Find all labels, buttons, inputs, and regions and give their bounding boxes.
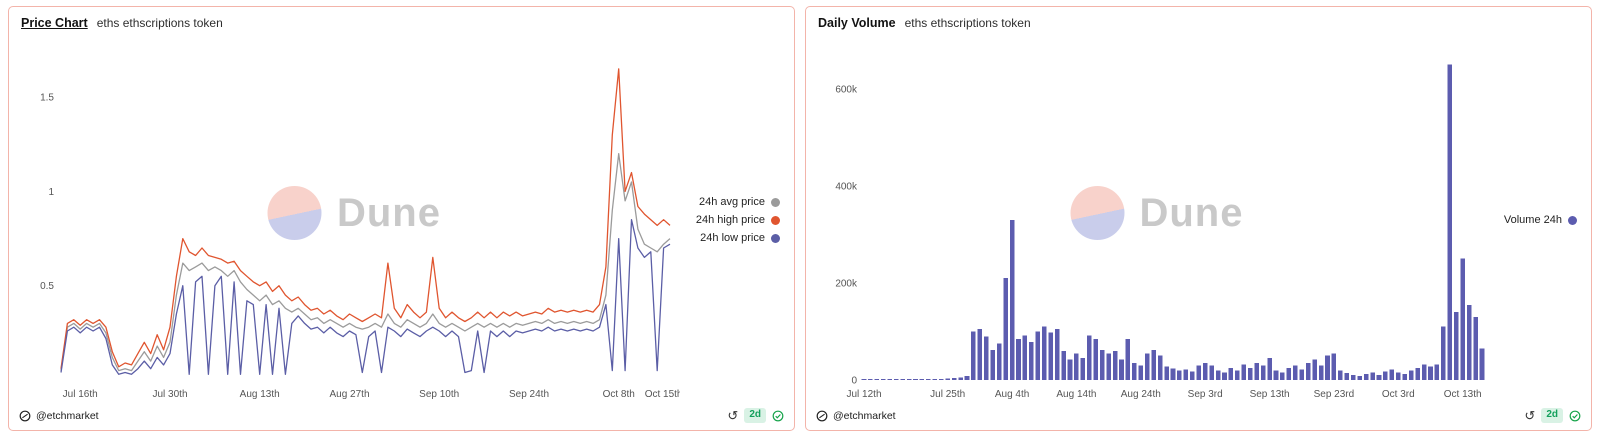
author-handle: @etchmarket bbox=[36, 409, 99, 422]
svg-text:600k: 600k bbox=[835, 84, 858, 95]
price-panel-footer: @etchmarket ↺ 2d bbox=[9, 404, 794, 430]
svg-text:Sep 23rd: Sep 23rd bbox=[1314, 389, 1355, 400]
check-circle-icon bbox=[772, 410, 784, 421]
svg-text:Sep 24th: Sep 24th bbox=[509, 389, 549, 400]
svg-text:Aug 4th: Aug 4th bbox=[995, 389, 1029, 400]
volume-chart-subtitle: eths ethscriptions token bbox=[904, 16, 1031, 30]
svg-text:1.5: 1.5 bbox=[40, 93, 54, 104]
volume-plot-wrap: Dune 0 200k 400k 600k Jul 12th Jul 25th Aug 4t… bbox=[812, 36, 1502, 404]
freshness-badge: 2d bbox=[1541, 408, 1563, 423]
svg-text:Oct 15th: Oct 15th bbox=[645, 389, 680, 400]
legend-item-high-price[interactable]: 24h high price bbox=[696, 214, 780, 226]
svg-text:Aug 14th: Aug 14th bbox=[1056, 389, 1096, 400]
svg-text:Sep 10th: Sep 10th bbox=[419, 389, 459, 400]
author-link[interactable]: @etchmarket bbox=[816, 410, 896, 422]
price-panel-header: Price Chart eths ethscriptions token bbox=[9, 7, 794, 34]
svg-text:Jul 25th: Jul 25th bbox=[930, 389, 965, 400]
svg-text:1: 1 bbox=[48, 187, 54, 198]
price-chart-panel: Price Chart eths ethscriptions token Dun… bbox=[8, 6, 795, 431]
legend-dot-icon bbox=[1568, 215, 1577, 225]
svg-text:400k: 400k bbox=[835, 181, 858, 192]
legend-label: 24h avg price bbox=[698, 196, 765, 208]
legend-item-avg-price[interactable]: 24h avg price bbox=[696, 196, 780, 208]
svg-text:Aug 24th: Aug 24th bbox=[1121, 389, 1161, 400]
legend-item-low-price[interactable]: 24h low price bbox=[696, 232, 780, 244]
price-chart-legend: 24h avg price 24h high price 24h low pri… bbox=[694, 36, 788, 404]
svg-text:Jul 16th: Jul 16th bbox=[63, 389, 98, 400]
legend-dot-icon bbox=[771, 215, 780, 225]
svg-text:Aug 13th: Aug 13th bbox=[240, 389, 280, 400]
freshness-meta: ↺ 2d bbox=[727, 408, 784, 423]
svg-text:200k: 200k bbox=[835, 278, 858, 289]
price-line-chart[interactable]: 0.5 1 1.5 Jul 16th Jul 30th Aug 13th Aug 27th S… bbox=[15, 36, 680, 404]
legend-item-volume-24h[interactable]: Volume 24h bbox=[1504, 214, 1577, 226]
svg-text:Sep 3rd: Sep 3rd bbox=[1188, 389, 1223, 400]
refresh-icon[interactable]: ↺ bbox=[1524, 408, 1536, 423]
price-chart-subtitle: eths ethscriptions token bbox=[96, 16, 223, 30]
freshness-badge: 2d bbox=[744, 408, 766, 423]
price-chart-title-link[interactable]: Price Chart bbox=[21, 16, 88, 30]
legend-label: 24h high price bbox=[695, 214, 765, 226]
svg-text:Oct 8th: Oct 8th bbox=[603, 389, 635, 400]
svg-text:Oct 13th: Oct 13th bbox=[1444, 389, 1482, 400]
legend-dot-icon bbox=[771, 197, 780, 207]
volume-panel-header: Daily Volume eths ethscriptions token bbox=[806, 7, 1591, 34]
author-link[interactable]: @etchmarket bbox=[19, 410, 99, 422]
volume-bar-chart[interactable]: 0 200k 400k 600k Jul 12th Jul 25th Aug 4th Aug … bbox=[812, 36, 1492, 404]
svg-text:Jul 12th: Jul 12th bbox=[846, 389, 881, 400]
svg-text:Oct 3rd: Oct 3rd bbox=[1382, 389, 1415, 400]
legend-label: 24h low price bbox=[700, 232, 765, 244]
etchmarket-logo-icon bbox=[19, 410, 31, 421]
daily-volume-title-link[interactable]: Daily Volume bbox=[818, 16, 896, 30]
volume-panel-footer: @etchmarket ↺ 2d bbox=[806, 404, 1591, 430]
volume-chart-area: Dune 0 200k 400k 600k Jul 12th Jul 25th Aug 4t… bbox=[806, 34, 1591, 404]
check-circle-icon bbox=[1569, 410, 1581, 421]
svg-text:0: 0 bbox=[851, 376, 857, 387]
svg-text:Jul 30th: Jul 30th bbox=[152, 389, 187, 400]
svg-text:Sep 13th: Sep 13th bbox=[1250, 389, 1290, 400]
author-handle: @etchmarket bbox=[833, 409, 896, 422]
legend-label: Volume 24h bbox=[1503, 214, 1562, 226]
refresh-icon[interactable]: ↺ bbox=[727, 408, 739, 423]
price-plot-wrap: Dune 0.5 1 1.5 Jul 16th Jul 30th Aug 13th Aug … bbox=[15, 36, 694, 404]
volume-chart-legend: Volume 24h bbox=[1502, 36, 1585, 404]
daily-volume-panel: Daily Volume eths ethscriptions token Du… bbox=[805, 6, 1592, 431]
legend-dot-icon bbox=[771, 233, 780, 243]
freshness-meta: ↺ 2d bbox=[1524, 408, 1581, 423]
etchmarket-logo-icon bbox=[816, 410, 828, 421]
price-chart-area: Dune 0.5 1 1.5 Jul 16th Jul 30th Aug 13th Aug … bbox=[9, 34, 794, 404]
svg-text:Aug 27th: Aug 27th bbox=[329, 389, 369, 400]
svg-text:0.5: 0.5 bbox=[40, 281, 54, 292]
